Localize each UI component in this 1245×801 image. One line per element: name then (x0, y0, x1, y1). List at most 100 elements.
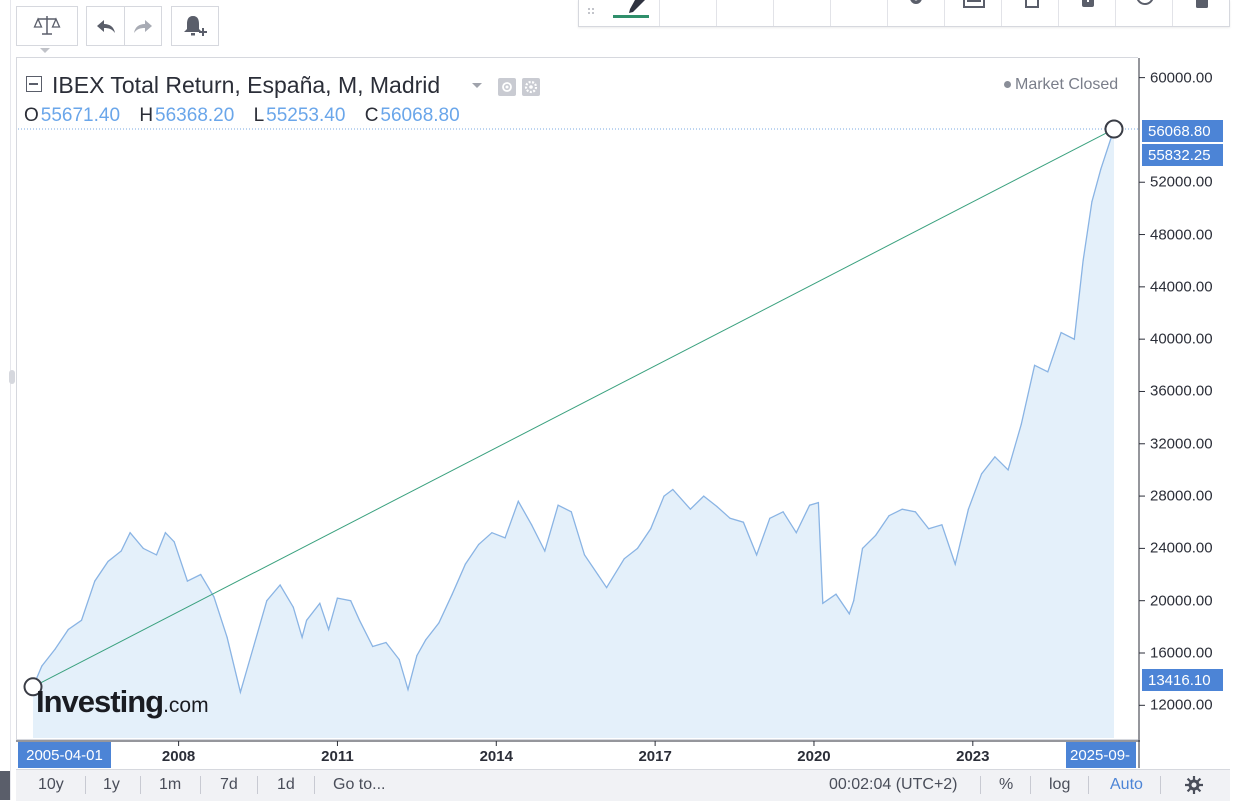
data-point (239, 691, 241, 693)
data-point (597, 573, 599, 576)
data-point (398, 658, 400, 661)
redo-button[interactable] (124, 6, 162, 46)
data-point (663, 495, 665, 497)
separator (980, 776, 981, 794)
drawing-tools-panel (578, 0, 1230, 27)
separator (1030, 776, 1031, 794)
y-tick-label: 20000.00 (1150, 592, 1213, 610)
data-point (213, 596, 215, 598)
tool-slot-4[interactable] (773, 0, 830, 26)
range-1d[interactable]: 1d (277, 776, 295, 793)
drag-handle-icon[interactable] (587, 2, 595, 14)
start-point-price-label: 13416.10 (1142, 669, 1223, 691)
redo-icon (134, 20, 152, 33)
data-point (716, 505, 718, 508)
trendline-start-handle[interactable] (23, 677, 43, 697)
bottom-bar (16, 769, 1230, 801)
data-point (703, 495, 705, 497)
layers-tool[interactable] (944, 0, 1001, 26)
y-tick-label: 36000.00 (1150, 382, 1213, 400)
data-point (650, 528, 652, 530)
data-point (80, 619, 83, 621)
data-point (253, 645, 255, 648)
data-point (416, 655, 418, 657)
trendline-end-handle[interactable] (1104, 119, 1124, 139)
crosshair-price-label: 55832.25 (1142, 144, 1223, 166)
visibility-tool[interactable] (1115, 0, 1172, 26)
data-point (756, 554, 758, 556)
compare-button[interactable] (16, 6, 78, 46)
market-status: Market Closed (1004, 76, 1118, 94)
y-tick-label: 28000.00 (1150, 487, 1213, 505)
delete-tool[interactable] (1172, 0, 1231, 26)
alert-button[interactable] (171, 6, 219, 46)
data-point (1100, 168, 1102, 170)
data-point (266, 600, 268, 602)
data-point (301, 636, 303, 638)
tool-slot-5[interactable] (830, 0, 887, 26)
data-point (372, 645, 374, 648)
tool-slot-3[interactable] (716, 0, 773, 26)
data-point (186, 580, 188, 582)
collapse-left-icon[interactable] (9, 370, 15, 384)
data-point (200, 573, 202, 576)
y-tick-label: 48000.00 (1150, 226, 1213, 244)
settings-tool[interactable] (887, 0, 944, 26)
series-settings-icon[interactable] (522, 78, 540, 96)
range-7d[interactable]: 7d (220, 776, 238, 793)
x-tick-label: 2023 (956, 748, 990, 765)
data-point (67, 628, 69, 631)
goto-date-button[interactable]: Go to... (333, 776, 386, 793)
log-scale-toggle[interactable]: log (1049, 776, 1071, 793)
undo-button[interactable] (86, 6, 124, 46)
data-point (1082, 260, 1084, 262)
data-point (1047, 371, 1049, 373)
auto-scale-toggle[interactable]: Auto (1110, 776, 1143, 793)
end-date-label: 2025-09- (1066, 742, 1136, 768)
data-point (142, 547, 144, 550)
investing-logo-main: Investing (36, 684, 164, 719)
pencil-icon[interactable] (613, 0, 651, 18)
tool-slot-2[interactable] (659, 0, 716, 26)
copy-tool[interactable] (1001, 0, 1058, 26)
data-point (795, 532, 797, 534)
range-10y[interactable]: 10y (38, 776, 64, 793)
range-1y[interactable]: 1y (103, 776, 120, 793)
percent-scale-toggle[interactable]: % (999, 776, 1014, 793)
symbol-dropdown-caret-icon[interactable] (472, 83, 482, 88)
data-point (1060, 332, 1062, 334)
lock-tool[interactable] (1058, 0, 1115, 26)
data-point (336, 597, 338, 599)
data-point (782, 511, 784, 513)
open-key: O (24, 105, 39, 126)
data-point (319, 602, 321, 604)
last-close-label: 56068.80 (1142, 120, 1223, 142)
chart-title: IBEX Total Return, España, M, Madrid (52, 72, 441, 98)
data-point (729, 517, 731, 519)
copy-icon (1025, 0, 1039, 8)
data-point (901, 508, 903, 510)
data-point (504, 537, 506, 539)
data-point (822, 602, 824, 604)
range-1m[interactable]: 1m (159, 776, 182, 793)
data-point (164, 532, 166, 534)
y-tick-label: 16000.00 (1150, 644, 1213, 662)
data-point (41, 665, 43, 667)
gear-icon (1185, 776, 1203, 794)
trendline (32, 128, 1115, 688)
collapse-legend-icon[interactable] (26, 76, 42, 92)
series-line (32, 128, 1115, 695)
y-tick-label: 52000.00 (1150, 173, 1213, 191)
chart-settings-button[interactable] (1184, 775, 1204, 795)
data-point (954, 563, 956, 565)
market-status-text: Market Closed (1015, 76, 1119, 93)
data-point (544, 550, 546, 552)
data-point (279, 584, 281, 586)
hide-series-icon[interactable] (498, 78, 516, 96)
separator (314, 776, 315, 794)
investing-logo: Investing.com (36, 684, 209, 720)
high-key: H (139, 105, 154, 126)
y-tick-label: 44000.00 (1150, 278, 1213, 296)
separator (140, 776, 141, 794)
